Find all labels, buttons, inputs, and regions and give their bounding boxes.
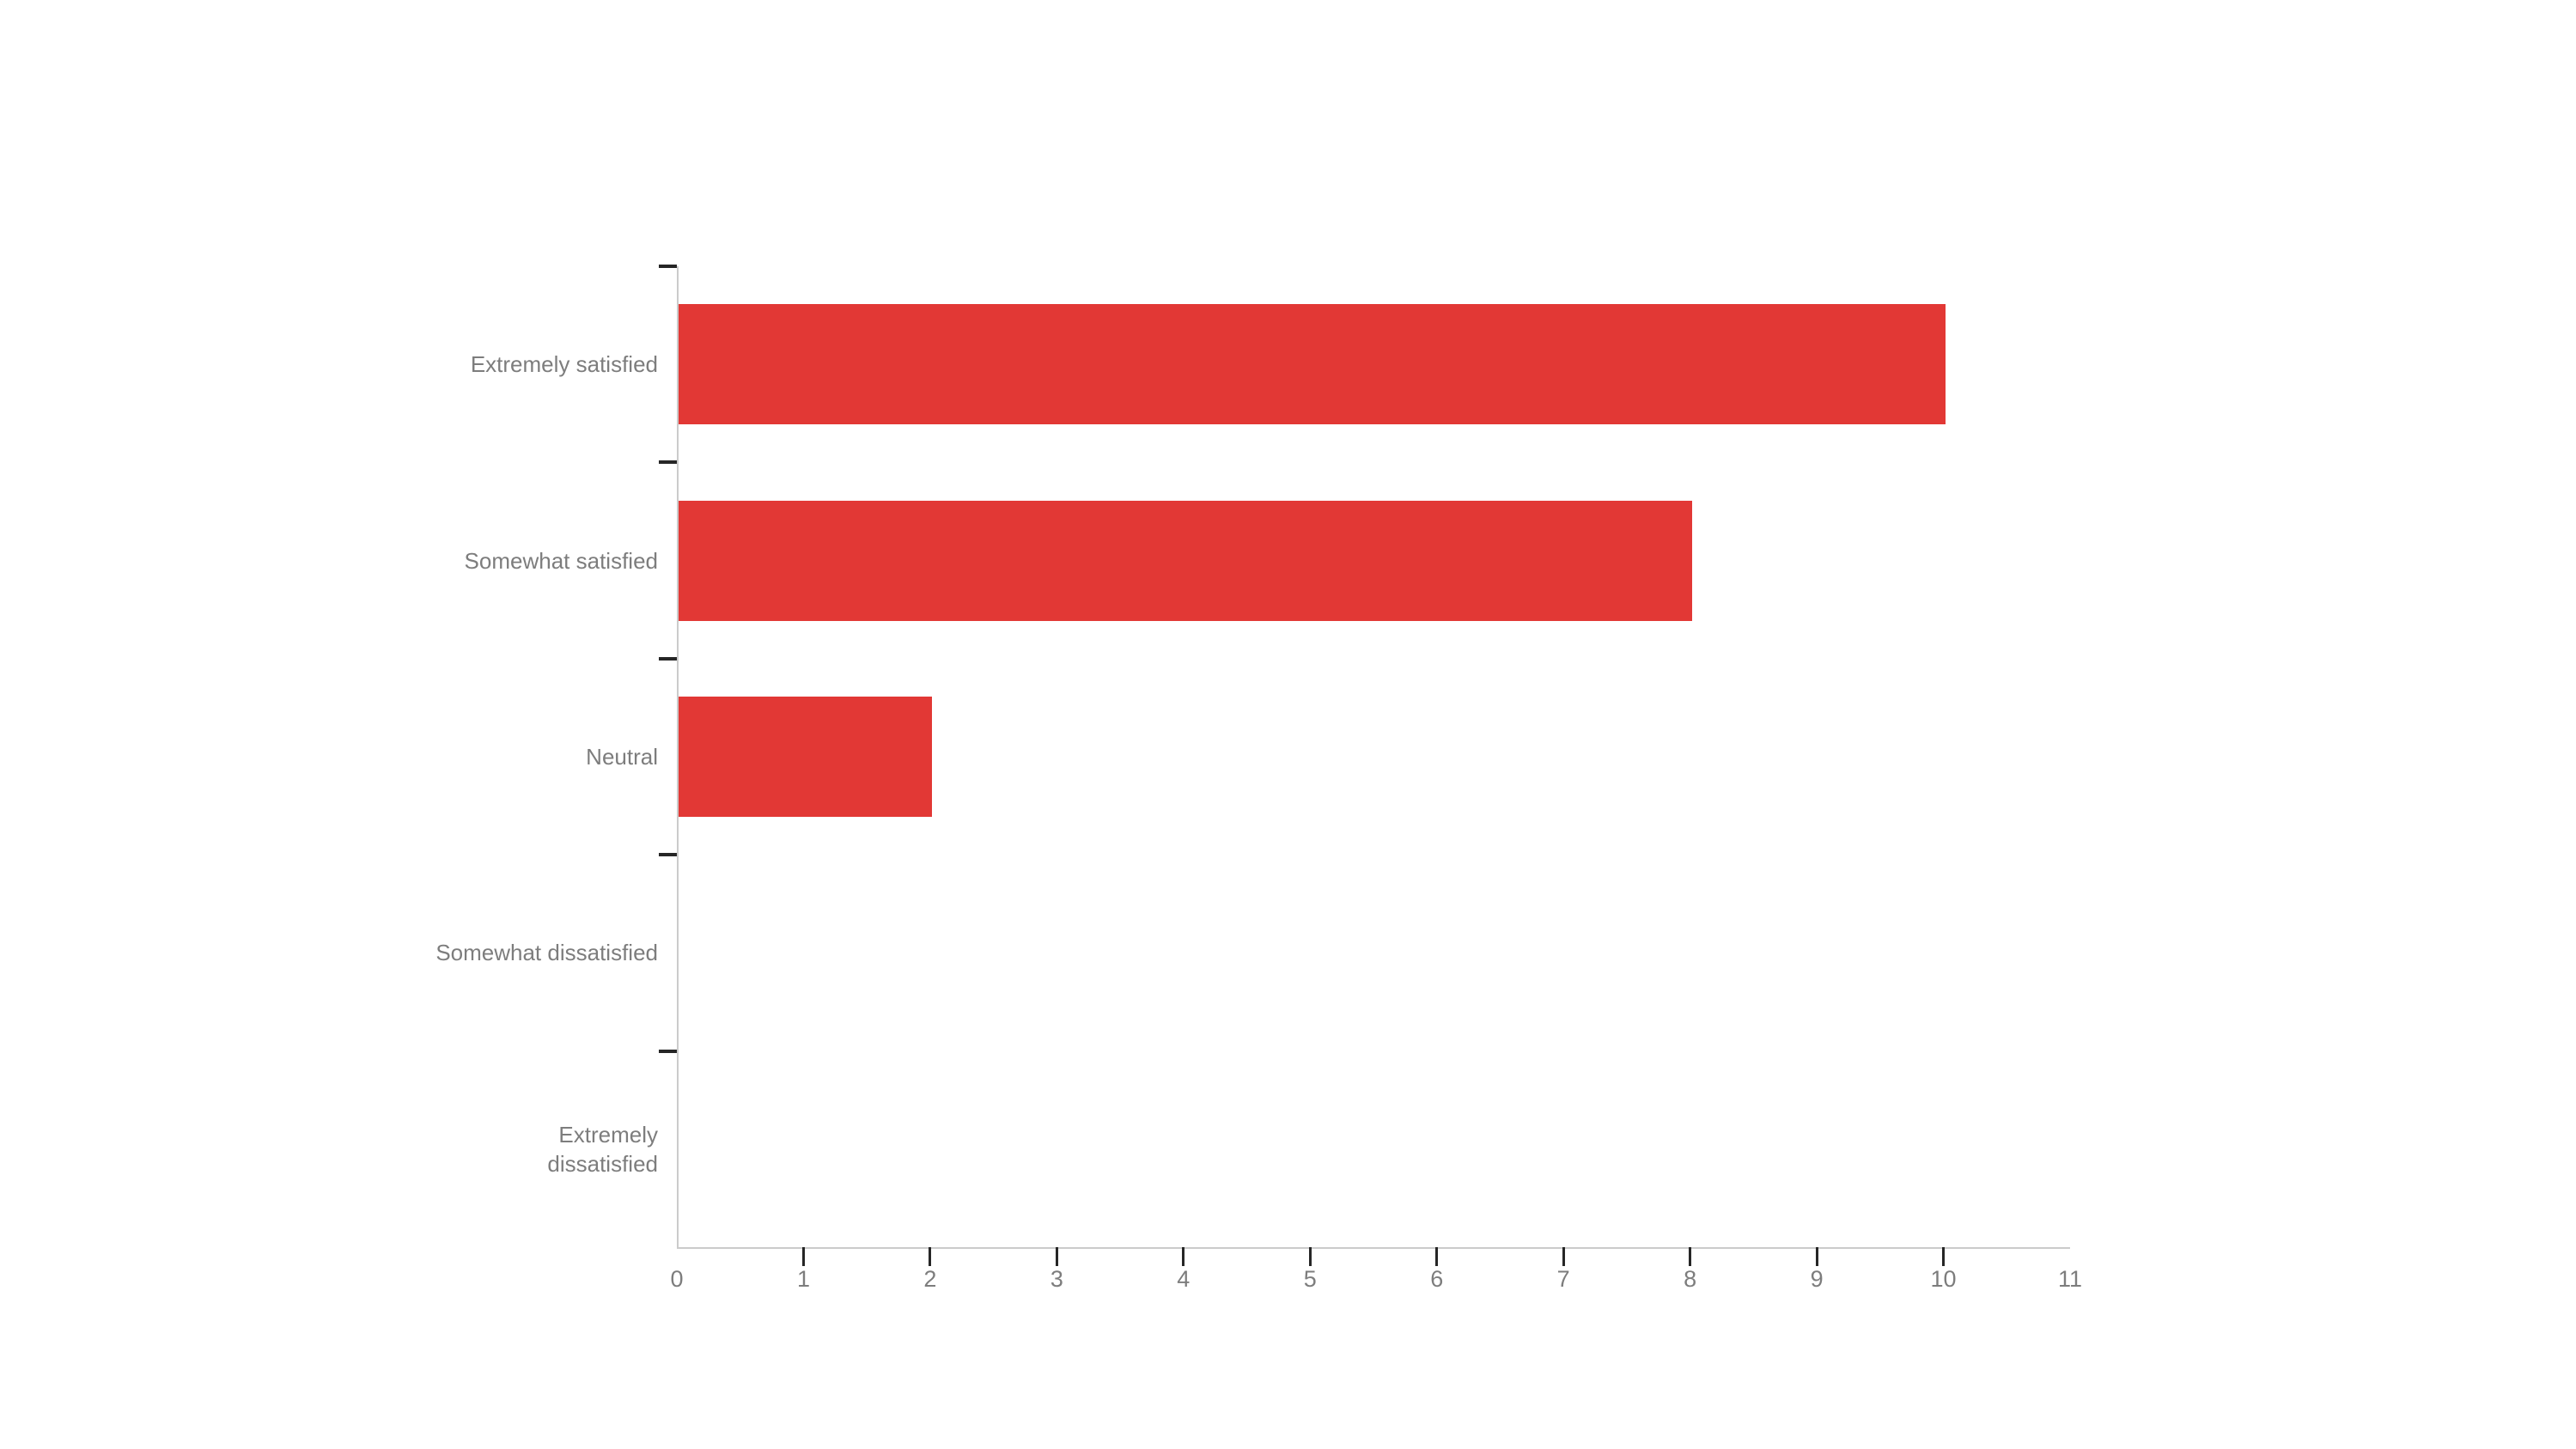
category-label-extremely-satisfied: Extremely satisfied	[471, 266, 658, 462]
category-label-somewhat-satisfied: Somewhat satisfied	[465, 462, 658, 658]
x-axis-tick-label: 0	[670, 1266, 684, 1292]
x-axis-tick	[1562, 1247, 1565, 1266]
x-axis-tick-label: 8	[1684, 1266, 1697, 1292]
bar-somewhat-satisfied	[679, 500, 1692, 621]
x-axis-tick	[1942, 1247, 1946, 1266]
category-label-extremely-dissatisfied: Extremely dissatisfied	[547, 1051, 658, 1247]
x-axis-tick	[1182, 1247, 1185, 1266]
category-label-neutral: Neutral	[586, 659, 658, 855]
category-label-line: Somewhat dissatisfied	[435, 940, 658, 966]
x-axis-tick	[1815, 1247, 1818, 1266]
x-axis-tick-label: 2	[923, 1266, 937, 1292]
x-axis-tick-label: 5	[1303, 1266, 1317, 1292]
x-axis-tick	[1689, 1247, 1692, 1266]
x-axis-tick	[1308, 1247, 1312, 1266]
x-axis-tick-label: 10	[1930, 1266, 1957, 1292]
y-axis-tick	[659, 853, 677, 857]
category-label-line: Neutral	[586, 743, 658, 770]
x-axis-tick	[801, 1247, 805, 1266]
x-axis-tick-label: 6	[1430, 1266, 1444, 1292]
x-axis-tick	[1435, 1247, 1439, 1266]
y-axis-tick	[659, 265, 677, 268]
y-axis-line	[677, 266, 679, 1247]
x-axis-tick-label: 11	[2057, 1266, 2083, 1292]
x-axis-tick	[929, 1247, 932, 1266]
x-axis-tick-label: 3	[1050, 1266, 1063, 1292]
category-label-line: dissatisfied	[547, 1150, 658, 1177]
category-label-line: Extremely	[558, 1121, 658, 1148]
category-label-line: Extremely satisfied	[470, 351, 658, 378]
y-axis-tick	[659, 1049, 677, 1053]
x-axis-tick-label: 1	[796, 1266, 810, 1292]
x-axis-tick-label: 7	[1556, 1266, 1570, 1292]
y-axis-tick	[659, 656, 677, 661]
bar-neutral	[679, 697, 932, 817]
x-axis-tick-label: 9	[1810, 1266, 1824, 1292]
category-label-line: Somewhat satisfied	[464, 547, 658, 574]
x-axis-line	[677, 1247, 2070, 1249]
category-label-somewhat-dissatisfied: Somewhat dissatisfied	[435, 855, 658, 1050]
x-axis-tick-label: 4	[1177, 1266, 1191, 1292]
plot-area: Extremely satisfied Somewhat satisfied Neu…	[435, 265, 2082, 1292]
x-axis-tick	[1055, 1247, 1058, 1266]
bar-extremely-satisfied	[679, 304, 1946, 425]
y-axis-tick	[659, 460, 677, 465]
